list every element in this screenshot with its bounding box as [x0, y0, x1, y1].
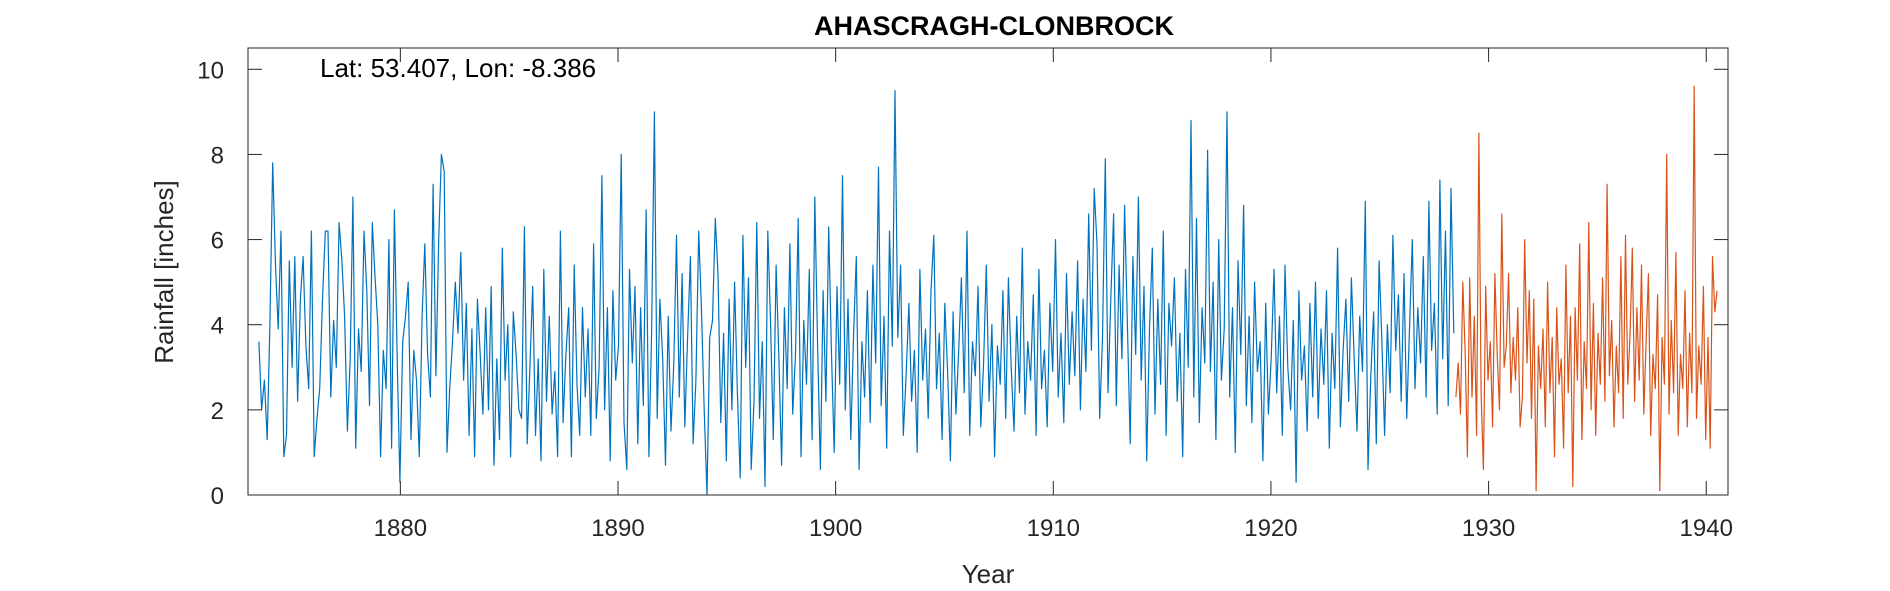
plot-series-group: [258, 85, 1718, 496]
x-tick-label: 1900: [809, 515, 862, 542]
y-axis-label: Rainfall [inches]: [149, 180, 179, 364]
y-tick-label: 4: [211, 313, 224, 340]
series-line-2: [1455, 85, 1718, 492]
x-tick-label: 1880: [374, 515, 427, 542]
x-axis-ticks: 1880 1890 1900 1910 1920 1930 1940: [374, 48, 1733, 542]
x-axis-label: Year: [962, 559, 1015, 589]
axes-box: [247, 47, 1729, 496]
y-tick-label: 6: [211, 228, 224, 255]
location-annotation: Lat: 53.407, Lon: -8.386: [320, 53, 596, 83]
y-tick-label: 10: [197, 57, 224, 84]
y-tick-label: 8: [211, 142, 224, 169]
x-tick-label: 1930: [1462, 515, 1515, 542]
y-tick-label: 0: [211, 483, 224, 510]
x-tick-label: 1890: [591, 515, 644, 542]
series-line-1: [258, 89, 1455, 496]
chart-title: AHASCRAGH-CLONBROCK: [814, 11, 1174, 41]
y-axis-ticks: 0 2 4 6 8 10: [197, 57, 1728, 510]
y-tick-label: 2: [211, 398, 224, 425]
x-tick-label: 1920: [1244, 515, 1297, 542]
x-tick-label: 1940: [1680, 515, 1733, 542]
x-tick-label: 1910: [1027, 515, 1080, 542]
